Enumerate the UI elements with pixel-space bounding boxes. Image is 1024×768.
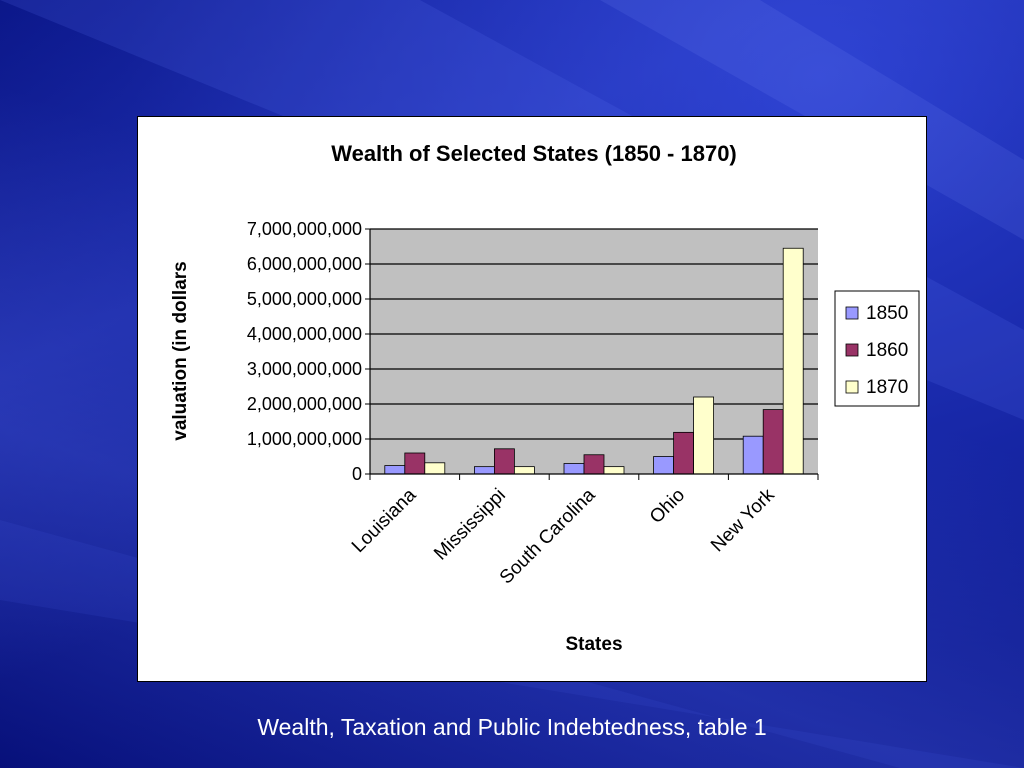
bar-1850-mississippi [473,466,495,475]
chart-frame: Wealth of Selected States (1850 - 1870) … [137,116,927,682]
bar-1850-ohio [653,456,674,475]
legend-label: 1850 [866,303,908,324]
y-tick-label: 3,000,000,000 [247,359,362,379]
legend-swatch [845,380,859,394]
bar-1850-south-carolina [563,463,585,475]
legend-swatch [845,306,859,320]
y-axis-title: valuation (in dollars [170,261,191,440]
legend-label: 1860 [866,340,908,361]
slide-caption: Wealth, Taxation and Public Indebtedness… [257,714,767,740]
y-tick-label: 4,000,000,000 [247,324,362,344]
x-tick-label: South Carolina [496,484,600,588]
y-axis-ticks: 0 1,000,000,000 2,000,000,000 3,000,000,000… [247,219,370,484]
bar-1870-south-carolina [603,466,625,475]
chart-title: Wealth of Selected States (1850 - 1870) [331,141,737,166]
bar-1850-new-york [742,435,764,475]
bar-1860-new-york [762,409,784,475]
gridlines [370,228,818,440]
x-tick-label: Louisiana [348,484,421,557]
bar-1870-louisiana [424,462,446,475]
legend-swatch [845,343,859,357]
x-axis-title: States [565,634,622,655]
plot-area [370,229,818,474]
bar-1860-south-carolina [583,454,605,475]
x-tick-label: Ohio [646,485,689,528]
bars [384,247,804,475]
x-axis [369,229,819,480]
x-tick-label: Mississippi [430,485,510,565]
y-tick-label: 2,000,000,000 [247,394,362,414]
bar-1860-ohio [673,431,694,475]
legend: 1850 1860 1870 [834,290,920,407]
y-tick-label: 6,000,000,000 [247,254,362,274]
y-tick-label: 1,000,000,000 [247,429,362,449]
bar-1860-louisiana [404,452,426,475]
x-tick-label: New York [707,484,779,556]
bar-1870-mississippi [513,466,535,475]
y-tick-label: 0 [352,464,362,484]
legend-label: 1870 [866,377,908,398]
bar-chart: Wealth of Selected States (1850 - 1870) … [170,141,920,655]
bar-1850-louisiana [384,465,406,475]
y-tick-label: 7,000,000,000 [247,219,362,239]
bar-1870-new-york [782,247,804,475]
y-tick-label: 5,000,000,000 [247,289,362,309]
bar-1860-mississippi [493,448,515,475]
bar-1870-ohio [693,396,714,475]
